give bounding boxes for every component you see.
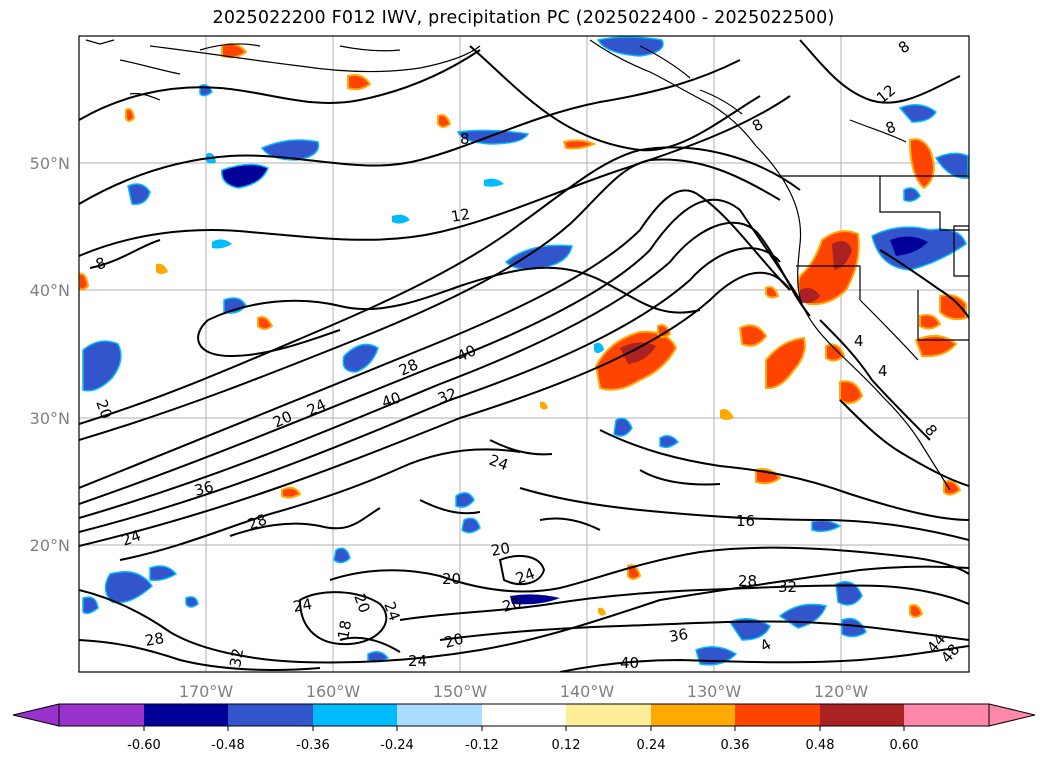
colorbar-tick-label: -0.48: [211, 738, 245, 753]
contour-label: 20: [490, 539, 512, 560]
colorbar: -0.60 -0.48 -0.36 -0.24 -0.12 0.12 0.24 …: [12, 703, 1036, 753]
lat-label: 30°N: [30, 409, 70, 428]
contour-label: 28: [738, 572, 757, 590]
colorbar-extend-min: [12, 703, 60, 727]
contour-label: 32: [778, 578, 797, 596]
map-area: [79, 36, 969, 672]
contour-label: 40: [379, 388, 403, 411]
contour-label: 40: [620, 654, 639, 672]
colorbar-segment: [651, 704, 735, 726]
colorbar-segment: [313, 704, 397, 726]
colorbar-segment: [59, 704, 144, 726]
longitude-labels: 170°W 160°W 150°W 140°W 130°W 120°W: [179, 682, 869, 701]
contour-label: 32: [435, 384, 459, 407]
contour-label: 20: [442, 630, 465, 652]
lon-label: 160°W: [306, 682, 361, 701]
colorbar-segment: [397, 704, 482, 726]
contour-label: 24: [119, 526, 143, 549]
colorbar-segment: [735, 704, 820, 726]
lon-label: 140°W: [560, 682, 615, 701]
colorbar-segment: [228, 704, 313, 726]
colorbar-segment: [482, 704, 566, 726]
contour-label: 8: [460, 130, 470, 148]
colorbar-tick-label: 0.60: [890, 738, 919, 753]
colorbar-extend-max: [988, 703, 1036, 727]
contour-label: 4: [854, 332, 864, 350]
colorbar-segment: [566, 704, 651, 726]
colorbar-outline: [58, 703, 990, 727]
contour-label: 28: [144, 629, 166, 650]
contour-label: 20: [500, 594, 523, 616]
colorbar-tick-label: -0.36: [296, 738, 330, 753]
colorbar-tick-label: 0.24: [637, 738, 666, 753]
iwv-contours: [79, 39, 969, 672]
contour-label: 24: [380, 599, 403, 623]
chart-title: 2025022200 F012 IWV, precipitation PC (2…: [212, 8, 835, 28]
contour-label: 20: [92, 397, 115, 421]
lon-label: 170°W: [179, 682, 234, 701]
colorbar-tick-label: 0.36: [721, 738, 750, 753]
contour-label: 20: [442, 570, 461, 588]
lat-label: 20°N: [30, 536, 70, 555]
contour-label: 36: [668, 625, 690, 646]
map-frame: [78, 35, 970, 673]
lat-label: 50°N: [30, 154, 70, 173]
coastlines: [85, 39, 969, 491]
contour-label: 24: [292, 595, 314, 616]
colorbar-segment: [820, 704, 904, 726]
precip-positive-areas: [79, 43, 967, 618]
lat-label: 40°N: [30, 281, 70, 300]
contour-label: 36: [192, 478, 215, 500]
colorbar-segment: [144, 704, 228, 726]
latitude-labels: 50°N 40°N 30°N 20°N: [30, 154, 70, 555]
contour-label: 28: [245, 510, 269, 533]
colorbar-tick-label: -0.24: [380, 738, 414, 753]
contour-label: 4: [878, 362, 888, 380]
colorbar-tick-label: 0.12: [552, 738, 581, 753]
contour-label: 20: [350, 591, 373, 615]
colorbar-tick-label: -0.60: [127, 738, 161, 753]
colorbar-tick-label: -0.12: [465, 738, 499, 753]
colorbar-ticks: [143, 726, 905, 731]
graticule: [79, 36, 969, 672]
colorbar-tick-label: 0.48: [806, 738, 835, 753]
contour-label: 24: [513, 564, 537, 587]
lon-label: 120°W: [814, 682, 869, 701]
contour-label: 24: [487, 451, 511, 474]
contour-label: 18: [334, 619, 355, 641]
contour-label: 16: [736, 512, 755, 530]
contour-label: 24: [408, 652, 427, 670]
contour-label: 32: [226, 647, 247, 669]
precip-negative-areas: [82, 36, 969, 666]
lon-label: 150°W: [433, 682, 488, 701]
colorbar-segment: [904, 704, 989, 726]
contour-label: 12: [450, 205, 472, 226]
lon-label: 130°W: [687, 682, 742, 701]
